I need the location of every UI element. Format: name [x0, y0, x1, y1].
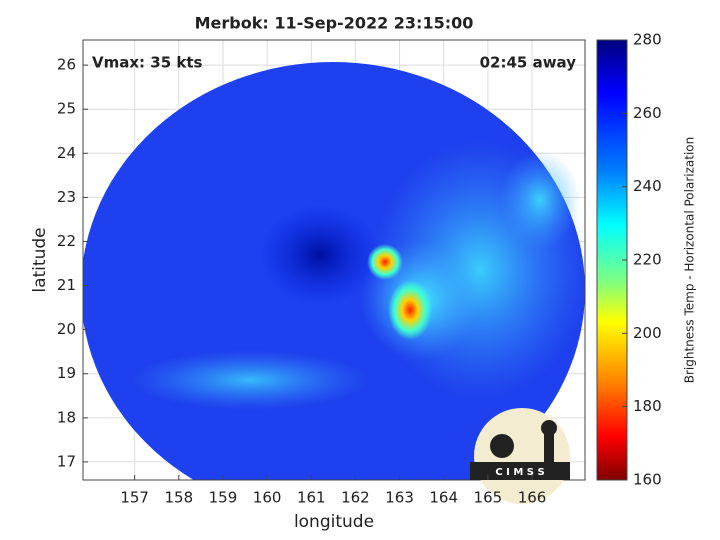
plot-frame	[82, 39, 586, 481]
chart-title: Merbok: 11-Sep-2022 23:15:00	[195, 14, 474, 33]
colorbar-tick-label: 220	[633, 251, 662, 269]
colorbar-tick-label: 280	[633, 31, 662, 49]
x-tick-label: 163	[385, 489, 414, 507]
colorbar-tick-label: 240	[633, 177, 662, 195]
x-tick-label: 166	[518, 489, 547, 507]
logo: C I M S S	[470, 408, 570, 504]
y-tick-label: 21	[57, 276, 76, 294]
y-axis-label: latitude	[30, 227, 50, 292]
y-tick-label: 25	[57, 100, 76, 118]
logo-text: C I M S S	[495, 467, 544, 478]
y-tick-label: 19	[57, 364, 76, 382]
x-tick-label: 165	[474, 489, 503, 507]
colorbar-tick-label: 180	[633, 397, 662, 415]
x-tick-label: 157	[120, 489, 149, 507]
satellite-image	[83, 62, 585, 480]
x-tick-label: 159	[209, 489, 238, 507]
colorbar-tick-label: 260	[633, 104, 662, 122]
y-tick-label: 26	[57, 56, 76, 74]
y-tick-label: 24	[57, 144, 76, 162]
x-tick-label: 161	[297, 489, 326, 507]
colorbar-label: Brightness Temp - Horizontal Polarizatio…	[683, 137, 697, 384]
y-tick-label: 20	[57, 320, 76, 338]
annotation: Vmax: 35 kts	[92, 54, 202, 72]
y-tick-label: 17	[57, 452, 76, 470]
colorbar-tick-label: 160	[633, 471, 662, 489]
x-axis-label: longitude	[294, 512, 374, 532]
annotation: 02:45 away	[480, 54, 577, 72]
y-tick-label: 18	[57, 408, 76, 426]
x-tick-label: 162	[341, 489, 370, 507]
x-tick-label: 164	[429, 489, 458, 507]
x-tick-label: 158	[164, 489, 193, 507]
y-tick-label: 23	[57, 188, 76, 206]
colorbar-tick-label: 200	[633, 324, 662, 342]
y-tick-label: 22	[57, 232, 76, 250]
x-tick-label: 160	[253, 489, 282, 507]
